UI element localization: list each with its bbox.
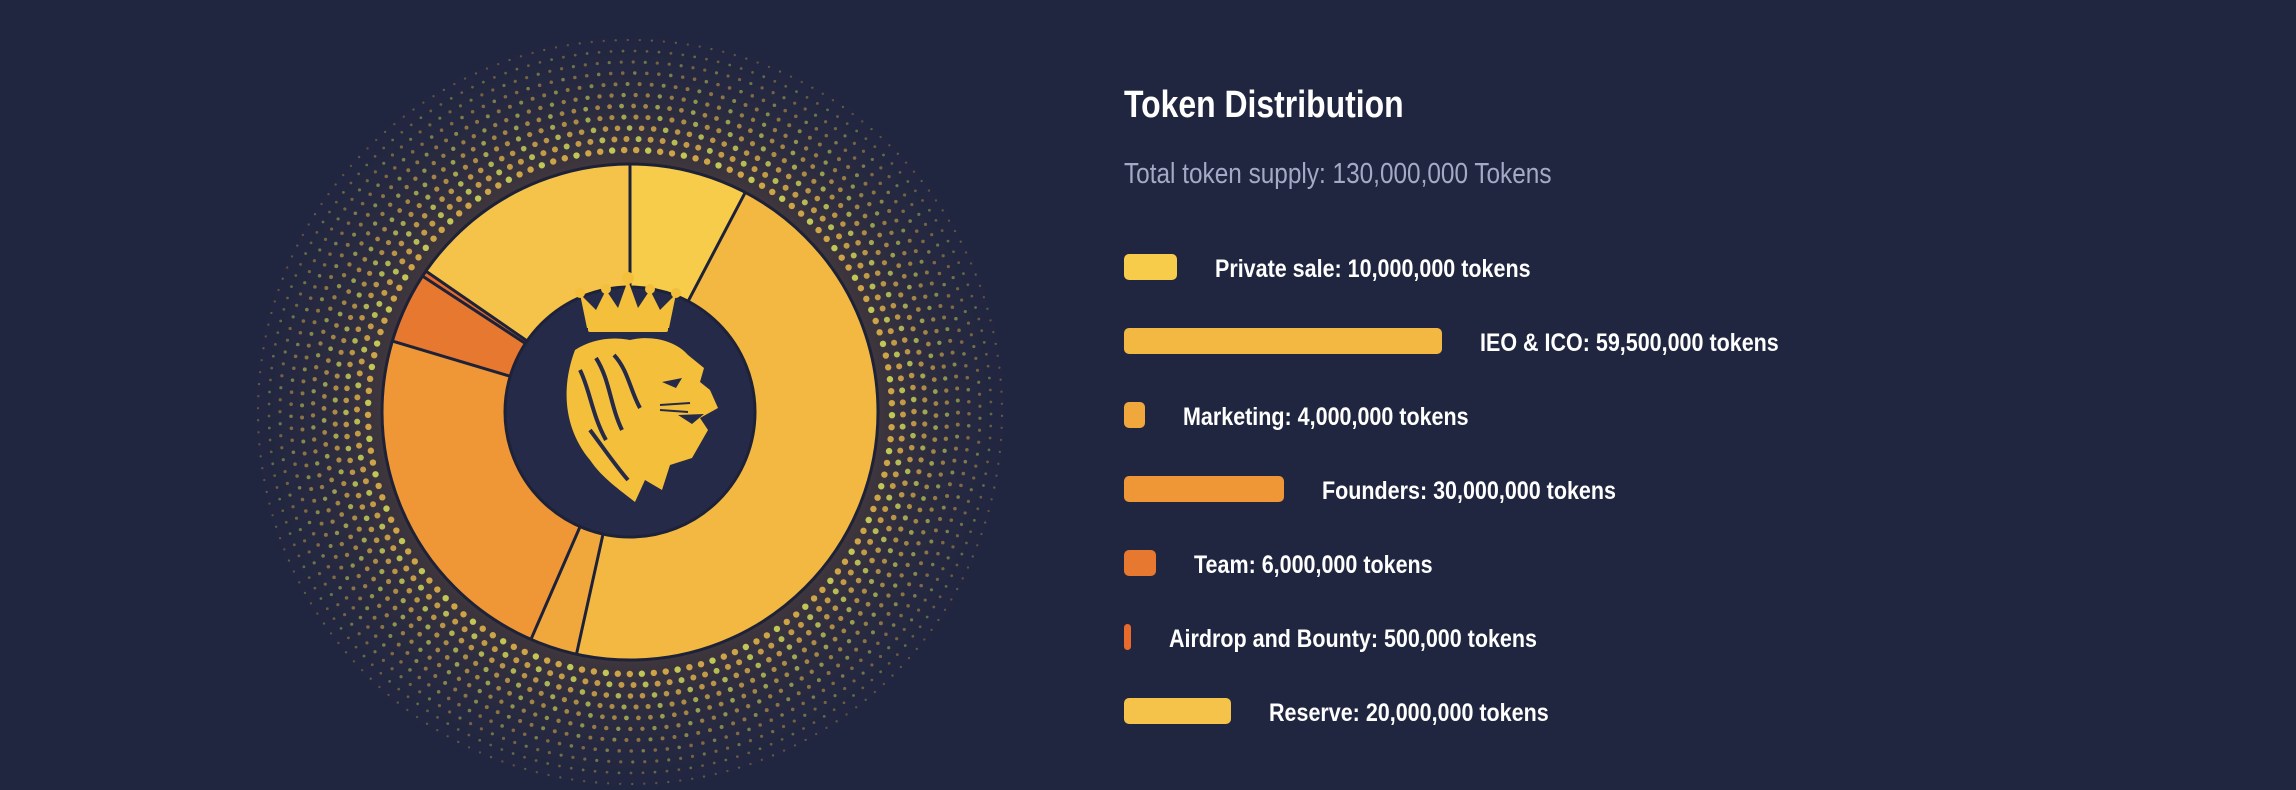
legend-item-ieo-ico: IEO & ICO: 59,500,000 tokens <box>1124 328 2224 358</box>
legend-label: IEO & ICO: 59,500,000 tokens <box>1480 329 1779 357</box>
legend-bar <box>1124 698 1231 724</box>
token-donut-chart <box>230 10 1030 790</box>
slice-divider <box>575 533 605 655</box>
slice-airdrop-and-bounty <box>422 271 528 344</box>
slice-ieo-ico <box>576 192 878 660</box>
slice-divider <box>686 191 747 303</box>
slice-divider <box>529 525 582 640</box>
chart-subtitle: Total token supply: 130,000,000 Tokens <box>1124 158 1552 190</box>
legend-label: Marketing: 4,000,000 tokens <box>1183 403 1469 431</box>
legend-bar <box>1124 624 1131 650</box>
legend-label: Private sale: 10,000,000 tokens <box>1215 255 1531 283</box>
slice-team <box>392 276 526 377</box>
legend-bar <box>1124 476 1284 502</box>
slice-founders <box>382 341 581 640</box>
crowned-lion-head-logo <box>566 272 718 502</box>
donut-outline <box>380 162 880 662</box>
legend-bar <box>1124 550 1156 576</box>
slice-marketing <box>530 526 604 655</box>
legend-item-reserve: Reserve: 20,000,000 tokens <box>1124 698 2224 728</box>
legend-label: Airdrop and Bounty: 500,000 tokens <box>1169 625 1537 653</box>
legend-item-airdrop-and-bounty: Airdrop and Bounty: 500,000 tokens <box>1124 624 2224 654</box>
legend-item-team: Team: 6,000,000 tokens <box>1124 550 2224 580</box>
legend-label: Founders: 30,000,000 tokens <box>1322 477 1616 505</box>
slice-divider <box>421 274 527 345</box>
legend-panel: Token Distribution Total token supply: 1… <box>1124 84 2224 727</box>
slice-private-sale <box>630 164 746 302</box>
legend-label: Reserve: 20,000,000 tokens <box>1269 699 1549 727</box>
legend-item-marketing: Marketing: 4,000,000 tokens <box>1124 402 2224 432</box>
donut-svg <box>240 22 1020 790</box>
legend-bar <box>1124 254 1177 280</box>
legend-bar <box>1124 402 1145 428</box>
legend-item-private-sale: Private sale: 10,000,000 tokens <box>1124 254 2224 284</box>
slice-dividers <box>380 162 880 662</box>
chart-title: Token Distribution <box>1124 84 1404 126</box>
legend-bar <box>1124 328 1442 354</box>
slice-divider <box>391 339 511 378</box>
legend-label: Team: 6,000,000 tokens <box>1194 551 1433 579</box>
legend-item-founders: Founders: 30,000,000 tokens <box>1124 476 2224 506</box>
slice-divider <box>425 269 528 343</box>
